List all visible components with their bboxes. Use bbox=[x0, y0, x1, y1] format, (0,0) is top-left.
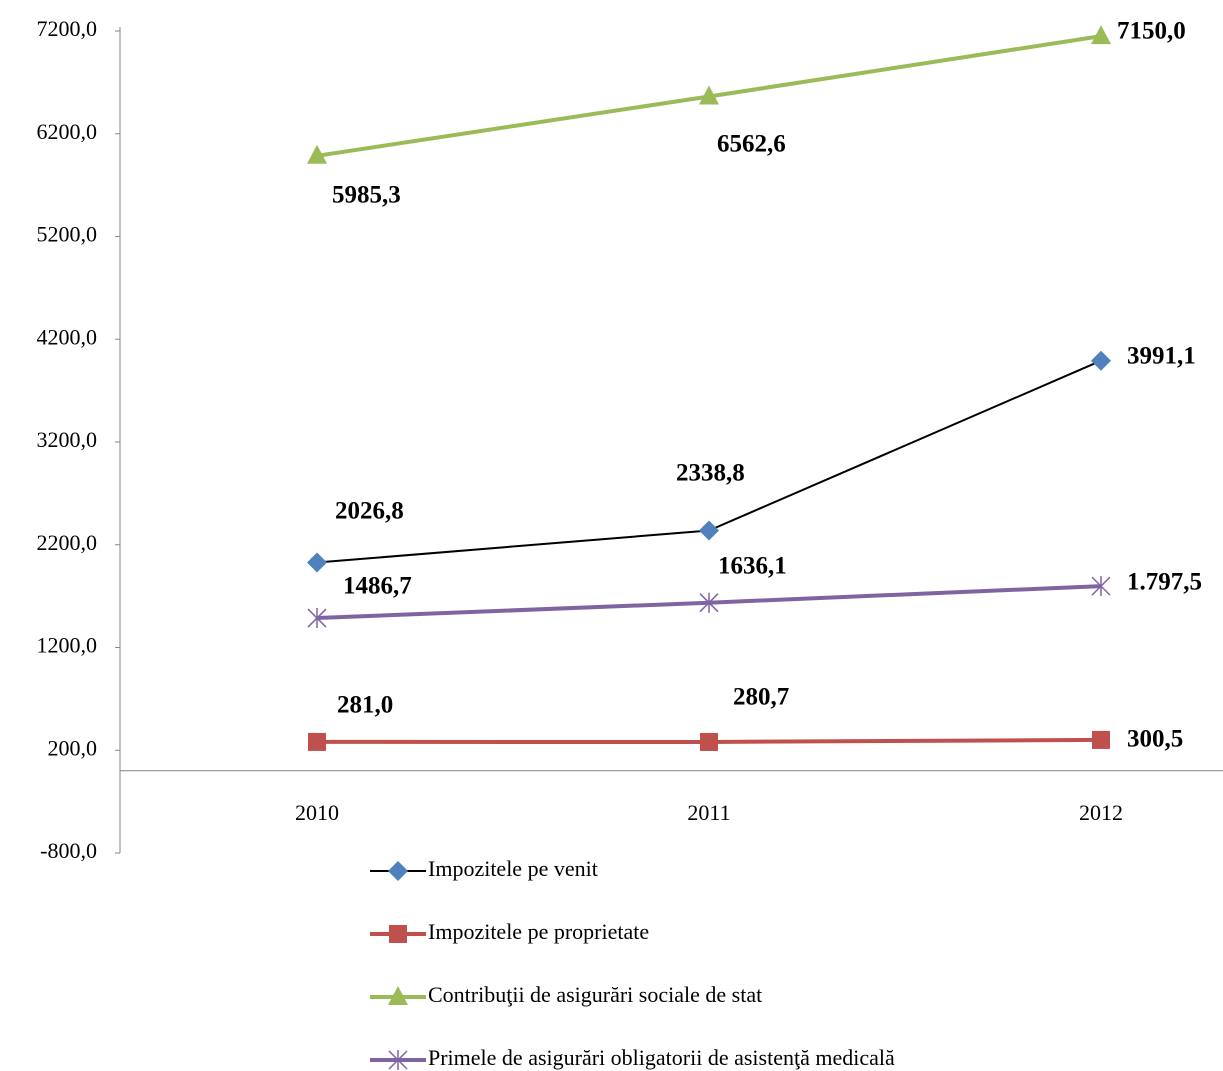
data-label: 6562,6 bbox=[717, 131, 786, 158]
marker bbox=[308, 732, 326, 751]
y-tick-label: 200,0 bbox=[48, 735, 98, 760]
marker bbox=[307, 144, 327, 164]
legend-marker bbox=[388, 1050, 408, 1070]
y-tick-label: 1200,0 bbox=[37, 633, 98, 658]
legend-label: Contribuţii de asigurări sociale de stat bbox=[428, 982, 762, 1007]
data-label: 281,0 bbox=[337, 692, 393, 719]
legend-label: Primele de asigurări obligatorii de asis… bbox=[428, 1045, 895, 1070]
x-tick-label: 2012 bbox=[1079, 800, 1123, 825]
marker bbox=[1092, 730, 1110, 749]
series: 5985,3 6562,6 7150,0 bbox=[307, 18, 1186, 209]
legend-marker bbox=[389, 925, 407, 943]
x-tick-label: 2010 bbox=[295, 800, 339, 825]
series: 281,0 280,7 300,5 bbox=[308, 684, 1183, 753]
legend-marker bbox=[388, 861, 408, 881]
legend-marker bbox=[388, 986, 408, 1005]
marker bbox=[1091, 350, 1111, 371]
marker bbox=[307, 552, 327, 573]
data-label: 5985,3 bbox=[332, 182, 401, 209]
marker bbox=[699, 520, 719, 541]
data-label: 280,7 bbox=[733, 684, 789, 711]
marker bbox=[700, 732, 718, 751]
data-label: 1.797,5 bbox=[1127, 569, 1202, 596]
y-tick-label: -800,0 bbox=[40, 838, 97, 863]
x-tick-label: 2011 bbox=[687, 800, 730, 825]
data-label: 3991,1 bbox=[1127, 343, 1196, 370]
data-label: 1636,1 bbox=[718, 553, 787, 580]
marker bbox=[1091, 576, 1111, 597]
series: 1486,7 1636,1 1.797,5 bbox=[307, 553, 1202, 629]
data-label: 7150,0 bbox=[1117, 18, 1186, 45]
marker bbox=[699, 592, 719, 613]
data-label: 2026,8 bbox=[335, 498, 404, 525]
y-tick-label: 3200,0 bbox=[37, 427, 98, 452]
marker bbox=[699, 85, 719, 105]
y-tick-label: 5200,0 bbox=[37, 222, 98, 247]
y-tick-label: 7200,0 bbox=[37, 16, 98, 41]
legend-label: Impozitele pe venit bbox=[428, 856, 598, 881]
data-label: 1486,7 bbox=[343, 573, 412, 600]
legend-label: Impozitele pe proprietate bbox=[428, 919, 649, 944]
marker bbox=[307, 608, 327, 629]
marker bbox=[1091, 25, 1111, 45]
data-label: 300,5 bbox=[1127, 726, 1183, 753]
y-tick-label: 6200,0 bbox=[37, 119, 98, 144]
series: 2026,8 2338,8 3991,1 bbox=[307, 343, 1196, 573]
data-label: 2338,8 bbox=[676, 460, 745, 487]
y-tick-label: 2200,0 bbox=[37, 530, 98, 555]
y-tick-label: 4200,0 bbox=[37, 324, 98, 349]
